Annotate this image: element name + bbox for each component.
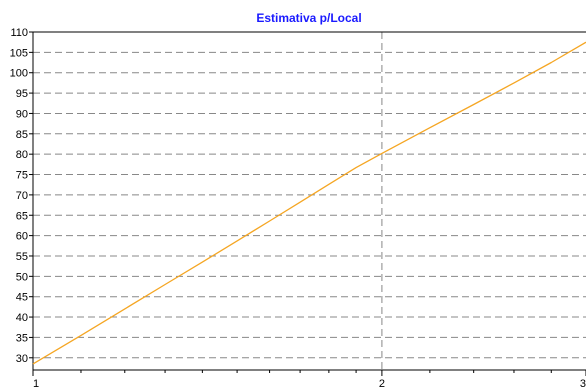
series-line-0 [32,41,586,365]
y-tick-label: 90 [16,108,28,120]
x-tick-label: 2 [379,378,385,388]
y-tick-label: 110 [10,27,28,39]
y-tick-label: 65 [16,210,28,222]
y-tick-label: 35 [16,332,28,344]
chart-title: Estimativa p/Local [256,11,361,25]
y-tick-label: 70 [16,190,28,202]
axes-layer [32,31,586,371]
y-tick-label: 30 [16,353,28,365]
y-tick-label: 60 [16,231,28,243]
y-tick-label: 45 [16,292,28,304]
y-tick-label: 40 [16,312,28,324]
grid-layer [33,32,586,370]
y-tick-label: 85 [16,129,28,141]
x-tick-label: 1 [33,378,39,388]
series-layer [32,41,586,365]
y-tick-label: 50 [16,271,28,283]
y-tick-label: 105 [10,47,28,59]
y-tick-label: 75 [16,170,28,182]
y-tick-label: 55 [16,251,28,263]
y-tick-label: 95 [16,88,28,100]
y-tick-label: 80 [16,149,28,161]
y-tick-label: 100 [10,68,28,80]
x-tick-label: 3 [580,378,586,388]
ticks-layer: 30 35 40 45 50 55 60 65 70 75 80 85 90 95 100 105 110 1 2 3 [10,27,586,388]
